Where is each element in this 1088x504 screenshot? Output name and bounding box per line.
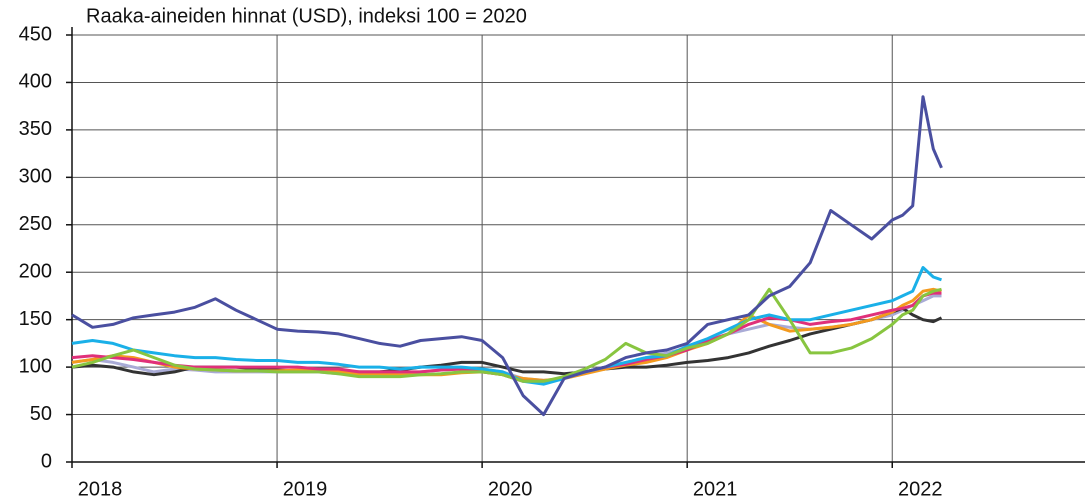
y-tick-label: 250 <box>19 213 52 235</box>
y-tick-label: 350 <box>19 118 52 140</box>
y-tick-label: 200 <box>19 261 52 283</box>
x-tick-label: 2019 <box>283 478 328 500</box>
y-tick-label: 100 <box>19 355 52 377</box>
y-tick-label: 150 <box>19 308 52 330</box>
x-tick-label: 2022 <box>898 478 943 500</box>
x-tick-label: 2020 <box>488 478 533 500</box>
series-line <box>71 95 943 417</box>
chart-title: Raaka-aineiden hinnat (USD), indeksi 100… <box>86 5 527 27</box>
y-tick-label: 0 <box>41 450 52 472</box>
y-tick-label: 400 <box>19 71 52 93</box>
x-tick-label: 2021 <box>693 478 738 500</box>
y-tick-label: 300 <box>19 166 52 188</box>
y-tick-label: 450 <box>19 23 52 45</box>
series-line <box>71 287 942 383</box>
y-tick-label: 50 <box>30 403 52 425</box>
x-tick-label: 2018 <box>78 478 123 500</box>
